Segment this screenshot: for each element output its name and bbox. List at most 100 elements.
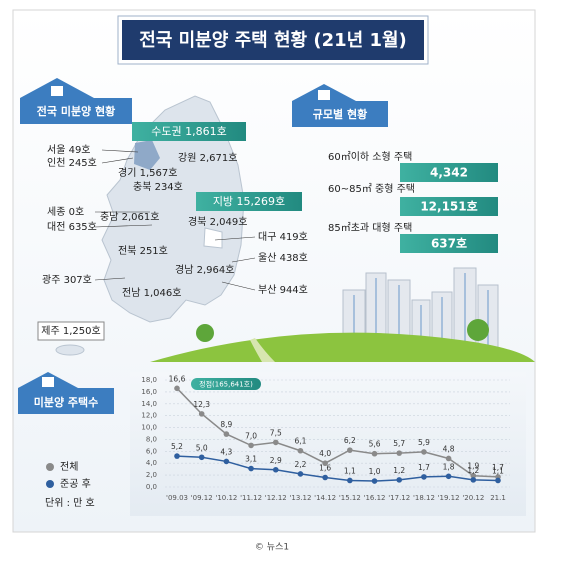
- region-label: 울산 438호: [258, 252, 308, 264]
- size-label: 85㎡초과 대형 주택: [328, 222, 412, 234]
- region-label: 서울 49호: [47, 144, 91, 156]
- x-tick-label: '10.12: [215, 494, 237, 502]
- value-label: 16,6: [169, 374, 186, 383]
- leader-lines: [94, 149, 256, 291]
- value-label: 6,1: [294, 437, 306, 446]
- value-label: 5,6: [369, 440, 381, 449]
- size-value: 12,151호: [420, 200, 477, 214]
- province-total: 지방 15,269호: [213, 195, 285, 208]
- region-label: 부산 944호: [258, 284, 308, 296]
- x-tick-label: '14.12: [314, 494, 336, 502]
- region-label: 강원 2,671호: [178, 152, 237, 164]
- region-label: 전남 1,046호: [122, 287, 181, 299]
- value-label: 1,0: [369, 467, 381, 476]
- x-tick-label: '16.12: [364, 494, 386, 502]
- series-line: [176, 455, 499, 482]
- value-label: 1,1: [344, 466, 356, 475]
- region-label: 경남 2,964호: [175, 263, 234, 276]
- data-point: [223, 458, 230, 465]
- value-label: 6,2: [344, 436, 356, 445]
- value-label: 5,0: [196, 443, 208, 452]
- x-tick-label: 21.1: [490, 494, 506, 502]
- x-tick-label: '11.12: [240, 494, 262, 502]
- value-label: 4,3: [220, 447, 232, 456]
- data-point: [297, 471, 304, 477]
- region-label: 경북 2,049호: [188, 215, 247, 228]
- size-label: 60~85㎡ 중형 주택: [328, 183, 415, 195]
- y-tick-label: 8,0: [146, 435, 157, 443]
- section-icon: [292, 84, 388, 127]
- data-point: [421, 449, 427, 455]
- value-label: 1,1: [492, 466, 504, 475]
- data-point: [396, 450, 403, 456]
- section-title: 전국 미분양 현황: [37, 104, 116, 118]
- size-box: [400, 197, 498, 216]
- data-point: [347, 477, 353, 484]
- data-point: [347, 447, 353, 453]
- map-region: [203, 227, 223, 249]
- value-label: 5,7: [393, 439, 405, 448]
- capital-box: [132, 122, 246, 141]
- title-banner: [122, 20, 424, 60]
- value-label: 1,2: [467, 466, 479, 475]
- region-label: 인천 245호: [47, 157, 97, 169]
- data-point: [174, 453, 180, 459]
- region-label: 세종 0호: [47, 206, 84, 218]
- value-label: 4,0: [319, 449, 331, 458]
- hill: [150, 332, 535, 362]
- x-tick-label: '20.12: [462, 494, 484, 502]
- data-point: [445, 473, 452, 480]
- data-point: [322, 460, 328, 467]
- x-tick-label: '12.12: [265, 494, 287, 502]
- value-label: 7,5: [270, 428, 282, 437]
- legend-marker: [46, 480, 54, 488]
- value-label: 1,8: [443, 462, 455, 471]
- annotation: 정점(165,641호): [199, 380, 253, 389]
- data-point: [272, 439, 279, 446]
- data-point: [396, 477, 403, 483]
- value-label: 12,3: [193, 400, 210, 409]
- y-tick-label: 6,0: [146, 447, 157, 455]
- section-icon: [20, 78, 132, 124]
- section-title: 규모별 현황: [313, 107, 367, 121]
- size-label: 60㎡이하 소형 주택: [328, 150, 412, 163]
- legend-label: 준공 후: [60, 478, 91, 490]
- size-value: 4,342: [430, 166, 468, 180]
- x-tick-label: '18.12: [413, 494, 435, 502]
- x-tick-label: '09.03: [166, 494, 188, 502]
- credit: © 뉴스1: [255, 542, 289, 553]
- value-label: 3,1: [245, 455, 257, 464]
- data-point: [445, 455, 452, 462]
- data-point: [421, 474, 427, 480]
- value-label: 1,7: [492, 463, 504, 472]
- x-tick-label: '19.12: [438, 494, 460, 502]
- y-tick-label: 4,0: [146, 459, 157, 467]
- data-point: [198, 454, 205, 461]
- y-tick-label: 0,0: [146, 483, 157, 491]
- map-jeju: [55, 344, 85, 356]
- tree: [196, 324, 214, 342]
- x-tick-label: '13.12: [289, 494, 311, 502]
- capital-total: 수도권 1,861호: [151, 125, 226, 138]
- chart-panel: [130, 372, 526, 516]
- data-point: [223, 431, 230, 437]
- section-icon: [18, 372, 114, 414]
- map-capital: [134, 140, 160, 170]
- value-label: 1,2: [393, 466, 405, 475]
- value-label: 1,7: [418, 463, 430, 472]
- region-label: 광주 307호: [42, 274, 92, 286]
- data-point: [297, 447, 304, 454]
- region-label: 대전 635호: [47, 221, 97, 233]
- size-box: [400, 163, 498, 182]
- y-tick-label: 2,0: [146, 471, 157, 479]
- series-line: [176, 387, 499, 478]
- data-point: [174, 385, 180, 392]
- data-point: [470, 477, 477, 483]
- region-label: 제주 1,250호: [41, 325, 100, 337]
- region-label: 경기 1,567호: [118, 166, 177, 179]
- value-label: 5,9: [418, 438, 430, 447]
- region-label: 충북 234호: [133, 181, 183, 193]
- legend-marker: [46, 463, 54, 471]
- province-box: [196, 192, 302, 211]
